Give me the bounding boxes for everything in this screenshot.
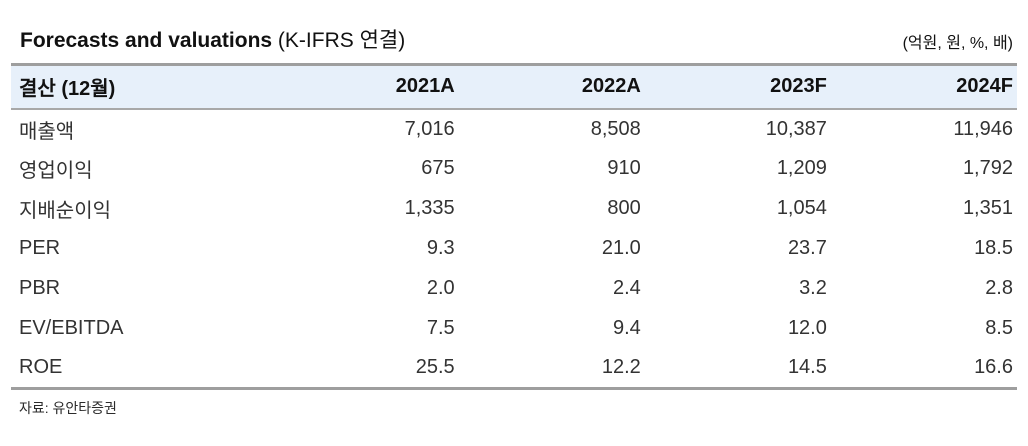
- page-title: Forecasts and valuations (K-IFRS 연결): [20, 24, 405, 54]
- value-cell: 9.3: [426, 237, 455, 259]
- value-cell: 1,351: [962, 197, 1013, 219]
- value-cell: 2.4: [612, 277, 641, 299]
- row-label: 매출액: [19, 120, 75, 143]
- row-label: 지배순이익: [19, 200, 111, 222]
- table-row-operating-profit: 영업이익 675 910 1,209 1,792: [11, 149, 1017, 189]
- value-cell: 7,016: [404, 117, 455, 140]
- table-header-row: 결산 (12월) 2021A 2022A 2023F 2024F: [11, 64, 1017, 109]
- value-cell: 1,335: [404, 197, 455, 219]
- value-cell: 3.2: [799, 277, 827, 299]
- value-cell: 800: [607, 197, 641, 219]
- value-cell: 16.6: [974, 356, 1013, 379]
- row-label: PBR: [19, 277, 61, 299]
- value-cell: 7.5: [426, 317, 455, 339]
- header-year-2024f: 2024F: [956, 75, 1013, 98]
- page-title-main: Forecasts and valuations: [20, 29, 278, 52]
- value-cell: 14.5: [787, 356, 827, 379]
- row-label: PER: [19, 237, 61, 259]
- value-cell: 2.0: [426, 277, 455, 299]
- header-year-2022a: 2022A: [581, 75, 641, 98]
- value-cell: 11,946: [953, 117, 1013, 140]
- table-row-ev-ebitda: EV/EBITDA 7.5 9.4 12.0 8.5: [11, 309, 1017, 349]
- header-label-cell: 결산 (12월): [19, 78, 116, 101]
- title-bar: Forecasts and valuations (K-IFRS 연결) (억원…: [11, 0, 1017, 63]
- value-cell: 12.2: [601, 356, 641, 379]
- header-year-2023f: 2023F: [770, 75, 827, 98]
- value-cell: 2.8: [985, 277, 1013, 299]
- value-cell: 12.0: [787, 317, 827, 339]
- value-cell: 21.0: [601, 237, 641, 259]
- row-label: 영업이익: [19, 160, 93, 182]
- value-cell: 10,387: [765, 117, 827, 140]
- units-note: (억원, 원, %, 배): [902, 35, 1013, 52]
- header-year-2021a: 2021A: [395, 75, 455, 98]
- table-row-revenue: 매출액 7,016 8,508 10,387 11,946: [11, 109, 1017, 149]
- table-row-net-profit: 지배순이익 1,335 800 1,054 1,351: [11, 189, 1017, 229]
- page-title-sub: (K-IFRS 연결): [277, 29, 406, 52]
- value-cell: 18.5: [974, 237, 1013, 259]
- value-cell: 8,508: [590, 117, 641, 140]
- row-label: ROE: [19, 356, 63, 379]
- value-cell: 910: [607, 157, 641, 179]
- table-row-pbr: PBR 2.0 2.4 3.2 2.8: [11, 269, 1017, 309]
- table-row-roe: ROE 25.5 12.2 14.5 16.6: [11, 349, 1017, 389]
- value-cell: 1,054: [776, 197, 827, 219]
- value-cell: 23.7: [787, 237, 827, 259]
- value-cell: 8.5: [985, 317, 1013, 339]
- forecasts-valuations-table: 결산 (12월) 2021A 2022A 2023F 2024F 매출액 7,0…: [11, 63, 1017, 390]
- value-cell: 9.4: [612, 317, 641, 339]
- value-cell: 25.5: [415, 356, 455, 379]
- row-label: EV/EBITDA: [19, 317, 124, 339]
- value-cell: 675: [421, 157, 455, 179]
- source-note: 자료: 유안타증권: [19, 400, 117, 416]
- value-cell: 1,209: [776, 157, 827, 179]
- value-cell: 1,792: [962, 157, 1013, 179]
- table-row-per: PER 9.3 21.0 23.7 18.5: [11, 229, 1017, 269]
